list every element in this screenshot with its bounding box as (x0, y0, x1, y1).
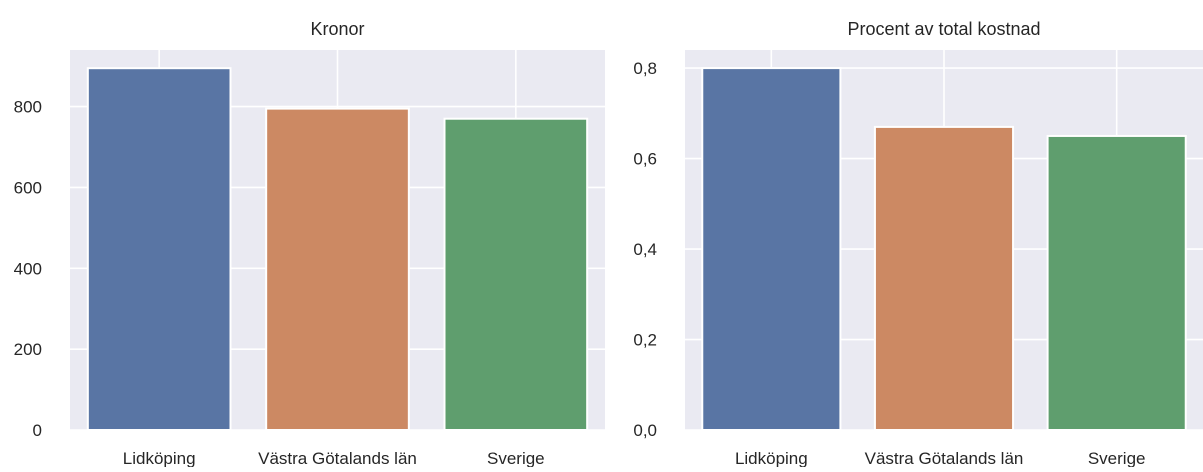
bar (86, 67, 232, 431)
y-tick-label: 600 (14, 178, 42, 197)
y-tick-label: 0,2 (633, 331, 657, 350)
bar (443, 117, 589, 431)
x-tick-label: Västra Götalands län (865, 449, 1024, 467)
y-tick-label: 0 (33, 421, 42, 440)
x-tick-label: Lidköping (735, 449, 808, 467)
bar (873, 125, 1015, 432)
bar (1046, 134, 1187, 431)
y-tick-label: 0,6 (633, 150, 657, 169)
y-tick-label: 0,8 (633, 59, 657, 78)
x-tick-label: Västra Götalands län (258, 449, 417, 467)
y-tick-label: 800 (14, 98, 42, 117)
y-tick-label: 0,4 (633, 240, 657, 259)
x-tick-label: Lidköping (123, 449, 196, 467)
x-tick-label: Sverige (487, 449, 545, 467)
bar (265, 107, 410, 431)
bar (701, 67, 842, 431)
x-tick-label: Sverige (1088, 449, 1146, 467)
y-tick-label: 0,0 (633, 421, 657, 440)
y-tick-label: 400 (14, 259, 42, 278)
chart-title: Procent av total kostnad (847, 19, 1040, 39)
chart-title: Kronor (310, 19, 364, 39)
y-tick-label: 200 (14, 340, 42, 359)
